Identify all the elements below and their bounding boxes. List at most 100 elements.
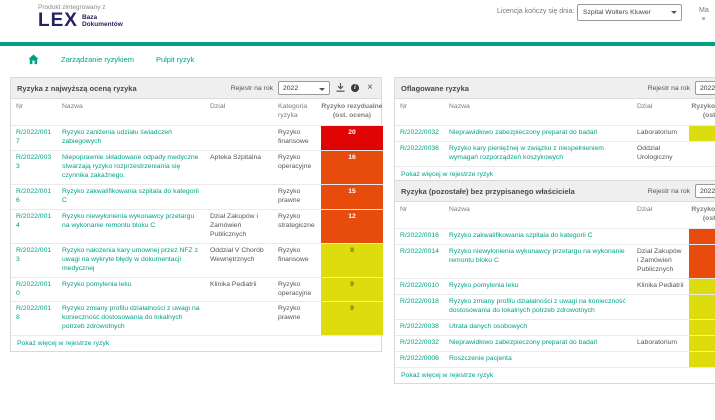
risk-nr-link[interactable]: R/2022/0038 (400, 322, 439, 330)
download-icon[interactable] (335, 83, 345, 93)
risk-name-link[interactable]: Nieprawidłowo zabezpieczony preparat do … (449, 338, 598, 346)
organization-select[interactable]: Szpital Wolters Kluwer (577, 4, 682, 21)
risk-score-cell: 9 (321, 243, 383, 277)
risk-name-link[interactable]: Ryzyko niewyłonienia wykonawcy przetargu… (449, 247, 625, 264)
risk-name-link[interactable]: Ryzyko zaniżenia udziału świadczeń zabie… (62, 128, 172, 145)
column-header: Dział (637, 206, 653, 213)
risk-name-link[interactable]: Ryzyko kary pieniężnej w związku z niesp… (449, 144, 604, 161)
license-expiry-text: Licencja kończy się dnia: 31-12-2025 (497, 8, 613, 15)
integration-label: Produkt zintegrowany z (38, 4, 106, 11)
panel-title: Ryzyka z najwyższą oceną ryzyka (17, 83, 137, 93)
risk-department-cell: Apteka Szpitalna (210, 153, 262, 161)
risk-department-cell (632, 229, 689, 244)
risk-name-link[interactable]: Ryzyko zakwalifikowania szpitala do kate… (62, 187, 199, 204)
risk-category-cell: Ryzyko operacyjne (278, 280, 312, 297)
register-year-select[interactable]: 2022 (695, 81, 715, 95)
risk-nr-link[interactable]: R/2022/0010 (400, 281, 439, 289)
risk-name-link[interactable]: Niepoprawnie składowane odpady medyczne … (62, 153, 199, 179)
risk-table: Nr Nazwa Dział Ryzyko rezydualne (ost. ocen… (395, 202, 715, 368)
risk-score-cell: 9 (321, 302, 383, 336)
risk-department-cell: Laboratorium (637, 128, 678, 136)
show-more-link[interactable]: Pokaż więcej w rejestrze ryzyk (401, 170, 494, 178)
show-more-link[interactable]: Pokaż więcej w rejestrze ryzyk (401, 371, 494, 379)
risk-nr-link[interactable]: R/2022/0014 (400, 247, 439, 255)
panel-header: Ryzyka z najwyższą oceną ryzyka Rejestr n… (11, 78, 381, 99)
nav-item-risk-dashboard[interactable]: Pulpit ryzyk (155, 54, 195, 64)
risk-category-cell: Ryzyko finansowe (278, 246, 309, 263)
show-more-link[interactable]: Pokaż więcej w rejestrze ryzyk (17, 340, 110, 348)
app-logo: Produkt zintegrowany z LEX Baza Dokument… (38, 4, 123, 30)
table-row: R/2022/0016 Ryzyko zakwalifikowania szpit… (11, 184, 383, 210)
risk-nr-link[interactable]: R/2022/0016 (400, 231, 439, 239)
risk-nr-link[interactable]: R/2022/0032 (400, 128, 439, 136)
panel-risks-without-owner: Ryzyka (pozostałe) bez przypisanego właś… (394, 180, 715, 384)
risk-score-cell: 12 (321, 209, 383, 243)
risk-score-cell (689, 142, 715, 166)
risk-name-cell: Nieprawidłowo zabezpieczony preparat do … (444, 336, 632, 351)
risk-score-cell (689, 294, 715, 319)
risk-name-link[interactable]: Ryzyko niewyłonienia wykonawcy przetargu… (62, 212, 195, 229)
column-header: Nazwa (449, 103, 470, 110)
risk-name-link[interactable]: Nieprawidłowo zabezpieczony preparat do … (449, 128, 598, 136)
risk-department-cell (205, 302, 273, 335)
risk-nr-link[interactable]: R/2022/0032 (400, 338, 439, 346)
risk-name-cell: Ryzyko zakwalifikowania szpitala do kate… (57, 185, 205, 209)
risk-name-link[interactable]: Ryzyko zmiany profilu działalności z uwa… (449, 297, 626, 314)
register-year-select[interactable]: 2022 (278, 81, 330, 95)
panel-header: Oflagowane ryzyka Rejestr na rok 2022 (395, 78, 715, 99)
risk-name-cell: Roszczenie pacjenta (444, 352, 632, 367)
risk-nr-cell: R/2022/0032 (395, 336, 444, 351)
risk-nr-cell: R/2022/0010 (395, 279, 444, 294)
user-menu[interactable]: Ma (699, 7, 709, 20)
column-header: Dział (637, 103, 653, 110)
risk-category-cell: Ryzyko strategiczne (278, 212, 315, 229)
risk-score-cell: 15 (321, 184, 383, 209)
risk-nr-link[interactable]: R/2022/0033 (16, 153, 52, 170)
table-header-row: Nr Nazwa Dział Ryzyko rezydualne (ost. ocen… (395, 99, 715, 126)
risk-nr-link[interactable]: R/2022/0016 (16, 187, 52, 204)
risk-name-link[interactable]: Utrata danych osobowych (449, 322, 528, 330)
risk-name-link[interactable]: Ryzyko pomylenia leku (62, 280, 132, 288)
risk-nr-link[interactable]: R/2022/0014 (16, 212, 52, 229)
table-row: R/2022/0032 Nieprawidłowo zabezpieczony p… (395, 125, 715, 142)
risk-nr-cell: R/2022/0032 (395, 126, 444, 141)
risk-name-cell: Ryzyko pomylenia leku (444, 279, 632, 294)
risk-nr-link[interactable]: R/2022/0018 (16, 305, 52, 322)
risk-nr-link[interactable]: R/2022/0018 (400, 297, 439, 305)
info-icon-glyph: i (351, 84, 359, 92)
breadcrumb-nav: Zarządzanie ryzykiem Pulpit ryzyk (0, 46, 715, 72)
risk-name-cell: Ryzyko kary pieniężnej w związku z niesp… (444, 142, 632, 166)
risk-nr-link[interactable]: R/2022/0017 (16, 128, 52, 145)
risk-name-cell: Ryzyko zaniżenia udziału świadczeń zabie… (57, 126, 205, 150)
column-header: Nr (400, 206, 408, 213)
user-menu-indicator (702, 17, 706, 20)
risk-nr-link[interactable]: R/2022/0006 (400, 354, 439, 362)
panel-footer: Pokaż więcej w rejestrze ryzyk (11, 336, 381, 351)
risk-name-link[interactable]: Ryzyko zakwalifikowania szpitala do kate… (449, 231, 593, 239)
column-header: Ryzyko rezydualne (ost. ocena) (691, 206, 715, 222)
risk-name-link[interactable]: Roszczenie pacjenta (449, 354, 512, 362)
risk-nr-link[interactable]: R/2022/0036 (400, 144, 439, 152)
risk-score-cell (689, 125, 715, 141)
info-icon[interactable]: i (350, 83, 360, 93)
risk-department-cell (205, 185, 273, 209)
risk-name-link[interactable]: Ryzyko zmiany profilu działalności z uwa… (62, 305, 200, 331)
risk-department-cell: Oddział Urologiczny (637, 144, 673, 161)
risk-nr-link[interactable]: R/2022/0013 (16, 246, 52, 263)
risk-score-cell (689, 335, 715, 351)
table-header-row: Nr Nazwa Dział Kategoria ryzyka Ryzyko rezyd… (11, 99, 383, 126)
register-year-select[interactable]: 2022 (695, 184, 715, 198)
risk-name-link[interactable]: Ryzyko pomylenia leku (449, 281, 519, 289)
home-icon[interactable] (28, 53, 39, 65)
close-icon[interactable]: × (367, 82, 373, 93)
column-header: Ryzyko rezydualne (ost. ocena) (321, 103, 383, 119)
risk-score-cell (689, 278, 715, 294)
risk-nr-link[interactable]: R/2022/0010 (16, 280, 52, 297)
risk-name-link[interactable]: Ryzyko nałożenia kary umownej przez NFZ … (62, 246, 198, 272)
risk-department-cell: Laboratorium (637, 338, 678, 346)
risk-nr-cell: R/2022/0017 (11, 126, 57, 150)
register-year-value: 2022 (700, 84, 715, 92)
risk-score-cell (689, 244, 715, 278)
panel-header-controls: Rejestr na rok 2022 i × (231, 81, 375, 95)
nav-item-risk-management[interactable]: Zarządzanie ryzykiem (61, 54, 134, 64)
